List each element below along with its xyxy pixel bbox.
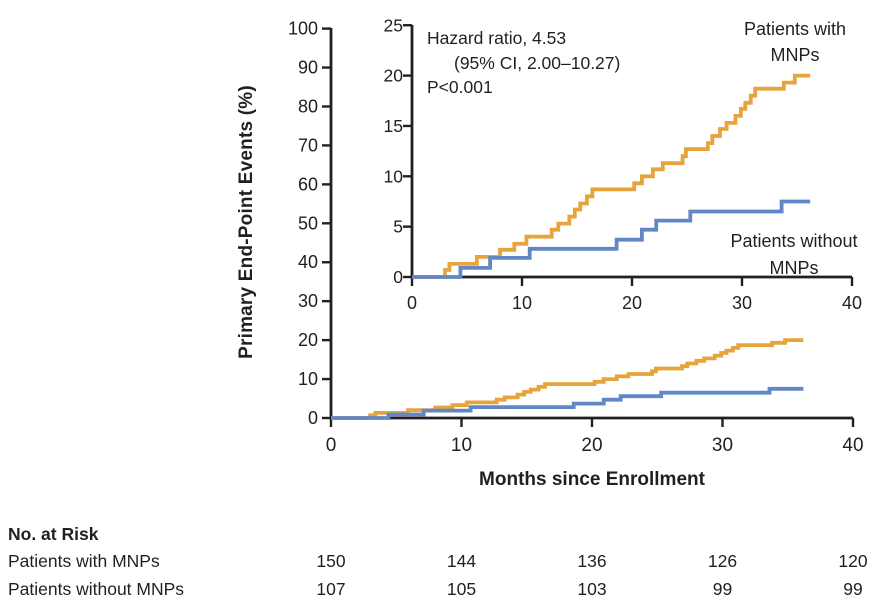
inset-plot: 0 5 10 15 20 25 0 10 20 30 40	[384, 15, 862, 313]
hazard-ratio-annotation: Hazard ratio, 4.53 (95% CI, 2.00–10.27) …	[427, 26, 620, 100]
x-axis-title: Months since Enrollment	[479, 469, 705, 490]
risk-count: 107	[316, 579, 346, 599]
risk-row-label-without-mnps: Patients without MNPs	[8, 579, 185, 599]
main-y-tick-label: 10	[298, 369, 318, 389]
risk-count: 120	[838, 551, 868, 571]
inset-y-tick-label: 20	[384, 66, 404, 86]
risk-count: 150	[316, 551, 346, 571]
risk-count: 126	[707, 551, 738, 571]
inset-y-tick-label: 5	[393, 217, 403, 237]
risk-count: 99	[712, 579, 733, 599]
main-x-tick-label: 40	[842, 435, 863, 456]
main-x-tick-label: 20	[581, 435, 602, 456]
annotation-line-1: Hazard ratio, 4.53	[427, 28, 567, 48]
annotation-line-3: P<0.001	[427, 77, 493, 97]
main-y-tick-label: 20	[298, 330, 318, 350]
risk-count: 136	[577, 551, 607, 571]
main-x-tick-label: 10	[451, 435, 472, 456]
main-y-tick-label: 50	[298, 213, 318, 233]
main-curve-without-mnps	[331, 386, 804, 420]
inset-y-tick-label: 15	[384, 116, 403, 136]
risk-count: 105	[446, 579, 477, 599]
main-y-tick-label: 80	[298, 96, 318, 116]
main-x-tick-label: 0	[326, 435, 337, 456]
inset-y-tick-label: 25	[384, 15, 403, 35]
main-y-tick-label: 40	[298, 252, 318, 272]
risk-row-label-with-mnps: Patients with MNPs	[8, 551, 160, 571]
main-y-tick-label: 70	[298, 135, 318, 155]
inset-x-tick-label: 10	[512, 293, 532, 313]
inset-curve-with-mnps	[412, 73, 811, 279]
series-label-without-mnps: Patients without MNPs	[730, 231, 858, 278]
risk-count: 144	[446, 551, 477, 571]
main-curve-with-mnps	[331, 338, 804, 420]
main-y-tick-label: 60	[298, 174, 318, 194]
inset-y-tick-label: 0	[393, 267, 403, 287]
inset-x-tick-label: 40	[842, 293, 862, 313]
risk-count: 103	[577, 579, 607, 599]
y-axis-title: Primary End-Point Events (%)	[236, 85, 257, 359]
inset-x-tick-label: 30	[732, 293, 752, 313]
main-y-tick-label: 100	[288, 19, 318, 39]
inset-x-tick-label: 0	[407, 293, 417, 313]
main-x-tick-label: 30	[712, 435, 733, 456]
annotation-line-2: (95% CI, 2.00–10.27)	[454, 52, 621, 73]
main-y-tick-label: 0	[308, 408, 318, 428]
risk-count: 99	[843, 579, 863, 599]
inset-curve-without-mnps	[412, 199, 811, 279]
inset-y-tick-label: 10	[384, 166, 404, 186]
main-y-tick-label: 90	[298, 58, 318, 78]
main-y-tick-label: 30	[298, 291, 318, 311]
risk-table-title: No. at Risk	[8, 524, 99, 544]
series-label-with-mnps: Patients with MNPs	[743, 19, 847, 65]
inset-x-tick-label: 20	[622, 293, 642, 313]
